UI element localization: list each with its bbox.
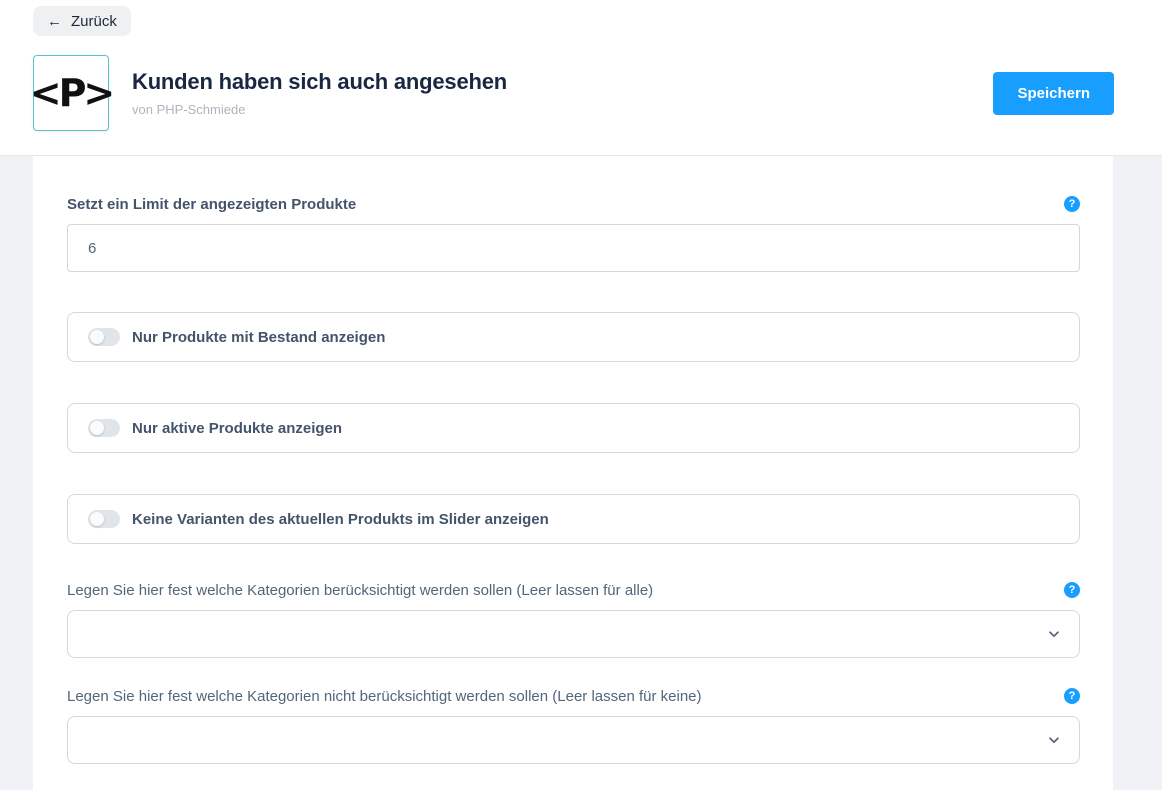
plugin-logo: <P> bbox=[30, 55, 115, 131]
content-card: Setzt ein Limit der angezeigten Produkte… bbox=[33, 156, 1113, 790]
active-only-toggle-label: Nur aktive Produkte anzeigen bbox=[132, 419, 343, 437]
chevron-down-icon bbox=[1049, 631, 1059, 638]
back-button[interactable]: ← Zurück bbox=[33, 6, 131, 36]
logo-text: <P> bbox=[29, 71, 116, 115]
chevron-down-icon bbox=[1049, 737, 1059, 744]
stock-only-toggle-label: Nur Produkte mit Bestand anzeigen bbox=[132, 328, 386, 346]
back-button-label: Zurück bbox=[71, 12, 117, 30]
header: ← Zurück <P> Kunden haben sich auch ange… bbox=[0, 0, 1162, 156]
exclude-categories-label-row: Legen Sie hier fest welche Kategorien ni… bbox=[67, 686, 1080, 706]
include-categories-label-row: Legen Sie hier fest welche Kategorien be… bbox=[67, 580, 1080, 600]
include-categories-label: Legen Sie hier fest welche Kategorien be… bbox=[67, 581, 654, 599]
limit-help-icon[interactable]: ? bbox=[1064, 196, 1080, 212]
no-variants-toggle-switch[interactable] bbox=[88, 510, 120, 528]
exclude-categories-label: Legen Sie hier fest welche Kategorien ni… bbox=[67, 687, 702, 705]
limit-label: Setzt ein Limit der angezeigten Produkte bbox=[67, 195, 357, 213]
exclude-categories-select[interactable] bbox=[67, 716, 1080, 764]
limit-label-row: Setzt ein Limit der angezeigten Produkte… bbox=[67, 194, 1080, 214]
save-button[interactable]: Speichern bbox=[993, 71, 1114, 115]
limit-input[interactable] bbox=[67, 224, 1080, 272]
toggle-knob bbox=[90, 512, 104, 526]
no-variants-toggle-label: Keine Varianten des aktuellen Produkts i… bbox=[132, 510, 549, 528]
toggle-row-active-only: Nur aktive Produkte anzeigen bbox=[67, 403, 1080, 453]
header-row: <P> Kunden haben sich auch angesehen von… bbox=[30, 55, 1114, 131]
exclude-categories-help-icon[interactable]: ? bbox=[1064, 688, 1080, 704]
toggle-row-stock-only: Nur Produkte mit Bestand anzeigen bbox=[67, 312, 1080, 362]
arrow-left-icon: ← bbox=[47, 12, 62, 30]
toggle-knob bbox=[90, 330, 104, 344]
stock-only-toggle-switch[interactable] bbox=[88, 328, 120, 346]
include-categories-select[interactable] bbox=[67, 610, 1080, 658]
title-block: Kunden haben sich auch angesehen von PHP… bbox=[132, 69, 993, 116]
page-title: Kunden haben sich auch angesehen bbox=[132, 69, 508, 95]
active-only-toggle-switch[interactable] bbox=[88, 419, 120, 437]
toggle-knob bbox=[90, 421, 104, 435]
body-area: Setzt ein Limit der angezeigten Produkte… bbox=[0, 156, 1162, 790]
include-categories-help-icon[interactable]: ? bbox=[1064, 582, 1080, 598]
page-subtitle: von PHP-Schmiede bbox=[132, 101, 246, 117]
toggle-row-no-variants: Keine Varianten des aktuellen Produkts i… bbox=[67, 494, 1080, 544]
